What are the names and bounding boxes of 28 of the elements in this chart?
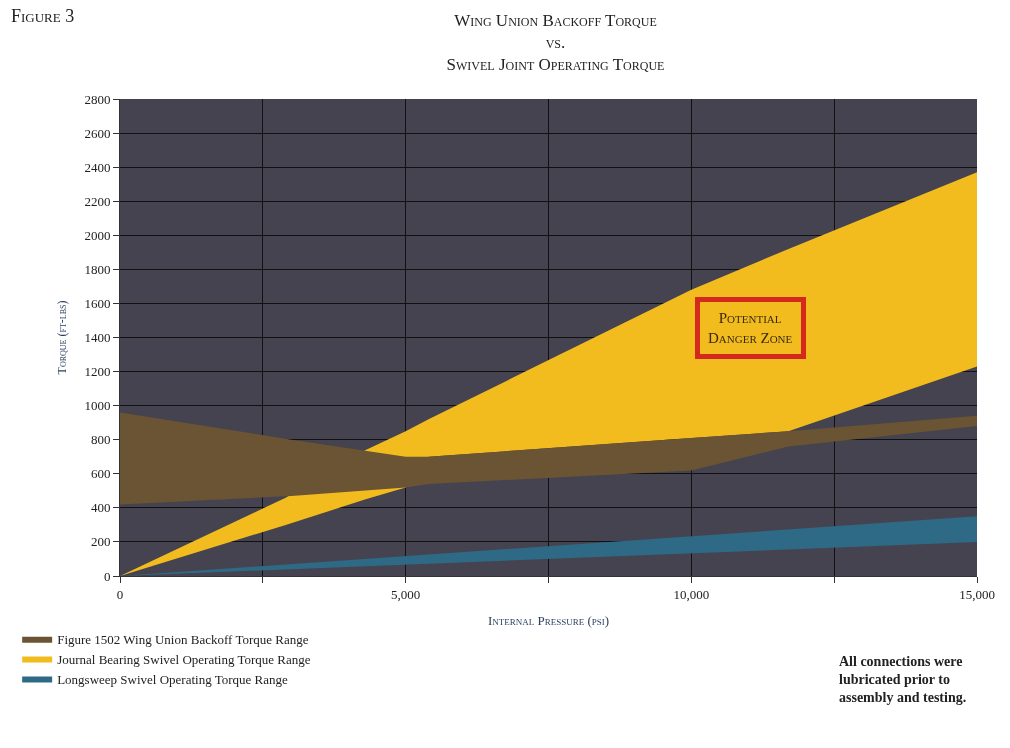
x-tick-label: 15,000 xyxy=(959,586,995,602)
y-tick-label: 1400 xyxy=(84,330,111,346)
y-tick-label: 1000 xyxy=(84,398,111,414)
caption: Figure 3 xyxy=(11,6,75,26)
y-tick-label: 200 xyxy=(90,534,111,550)
text: All connections were lubricated prior to assembly and testing. xyxy=(839,654,967,706)
y-tick-label: 1600 xyxy=(84,295,111,311)
annotation: Potential Danger Zone xyxy=(708,310,793,346)
x-tick-label: 10,000 xyxy=(673,586,710,602)
y-tick-label: 800 xyxy=(90,432,111,448)
y-tick-label: 600 xyxy=(90,466,111,482)
chart-title: Wing Union Backoff Torque vs. Swivel Joint Operating Torque xyxy=(446,11,665,75)
y-tick-label: 2600 xyxy=(84,125,111,141)
y-tick-label: 1800 xyxy=(84,261,111,277)
legend-label: Journal Bearing Swivel Operating Torque Range xyxy=(57,651,311,667)
y-tick-label: 0 xyxy=(103,568,111,584)
y-tick-label: 1200 xyxy=(84,364,111,380)
y-axis-title: Torque (ft-lbs) xyxy=(54,300,69,375)
x-axis-title: Internal Pressure (psi) xyxy=(487,613,610,629)
y-tick-label: 2800 xyxy=(84,91,111,107)
x-tick-label: 0 xyxy=(116,586,124,602)
y-tick-label: 2200 xyxy=(84,193,111,209)
legend-label: Figure 1502 Wing Union Backoff Torque Range xyxy=(57,631,309,647)
x-tick-label: 5,000 xyxy=(391,586,421,602)
legend-label: Longsweep Swivel Operating Torque Range xyxy=(57,671,289,687)
y-tick-label: 2400 xyxy=(84,159,111,175)
y-tick-label: 400 xyxy=(90,500,111,516)
y-tick-label: 2000 xyxy=(84,227,111,243)
